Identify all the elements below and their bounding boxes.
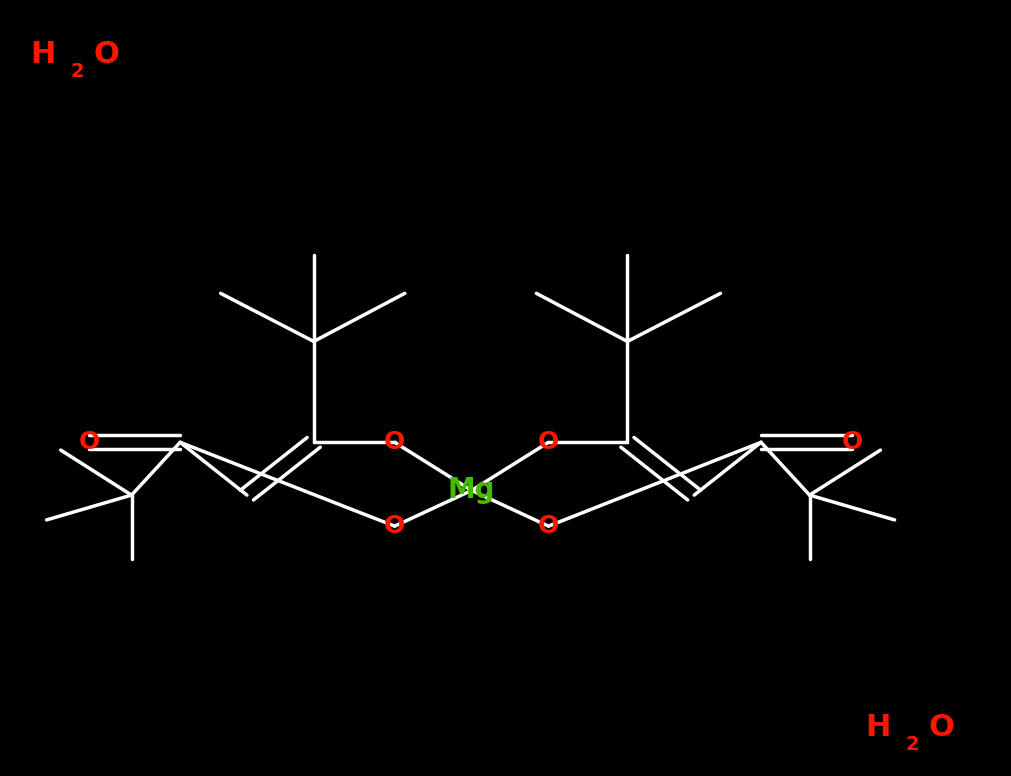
Text: O: O bbox=[384, 514, 404, 538]
Text: 2: 2 bbox=[71, 62, 84, 81]
Text: O: O bbox=[538, 514, 558, 538]
Text: O: O bbox=[93, 40, 119, 69]
Text: 2: 2 bbox=[905, 736, 918, 754]
Text: O: O bbox=[79, 431, 99, 454]
Text: Mg: Mg bbox=[448, 476, 494, 504]
Text: O: O bbox=[538, 431, 558, 454]
Text: O: O bbox=[927, 713, 953, 743]
Text: H: H bbox=[30, 40, 56, 69]
Text: H: H bbox=[864, 713, 890, 743]
Text: O: O bbox=[841, 431, 861, 454]
Text: O: O bbox=[384, 431, 404, 454]
